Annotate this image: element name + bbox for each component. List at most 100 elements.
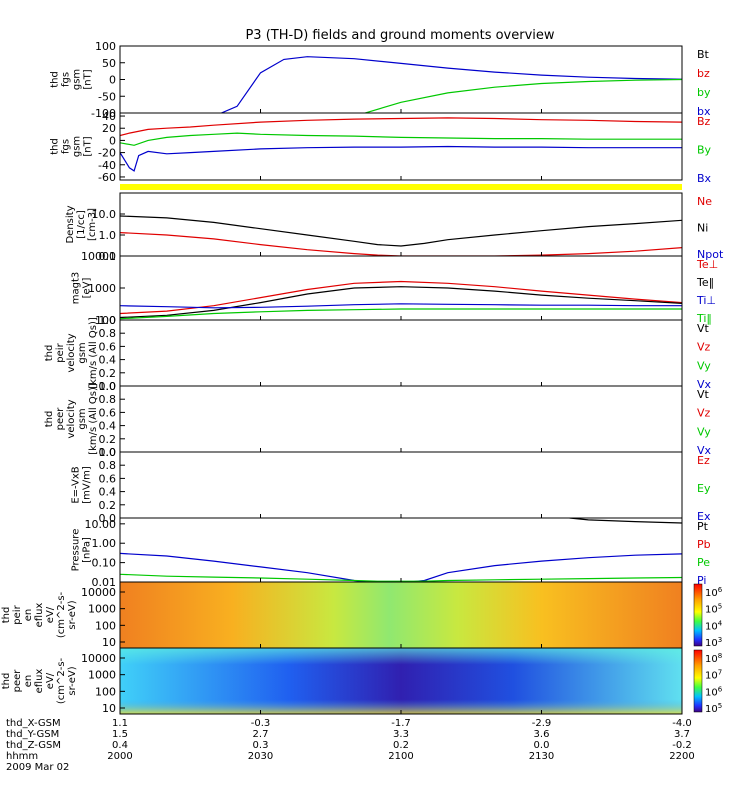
y-axis-label-line: thd (50, 138, 61, 155)
xaxis-row-label: hhmm (6, 751, 38, 762)
colorbar-label: 107 (705, 669, 722, 682)
y-axis-label-line: fgs (61, 139, 72, 154)
y-axis-label-line: E=-VxB (71, 466, 82, 503)
legend-entry: Ex (697, 510, 711, 523)
y-axis-label-line: [1/cc] (76, 210, 87, 239)
ytick-label: 10000 (81, 586, 116, 599)
ytick-label: 50 (102, 57, 116, 70)
ytick-label: -40 (98, 159, 116, 172)
ytick-label: 0.4 (99, 354, 117, 367)
y-axis-label-line: gsm (72, 69, 83, 90)
ytick-label: 0.6 (99, 406, 117, 419)
legend-entry: Ni (697, 222, 708, 235)
spectrogram-fill (120, 582, 682, 648)
xaxis-row-value: 1.5 (112, 729, 128, 740)
ytick-label: 0.8 (99, 459, 117, 472)
legend-entry: Vx (697, 444, 712, 457)
y-axis-label-line: [km/s (All Qs)] (88, 383, 99, 455)
y-axis-label-line: peir (55, 342, 66, 362)
legend-entry: By (697, 144, 712, 157)
y-axis-label-line: eV/ (45, 672, 56, 689)
ytick-label: 100 (95, 314, 116, 327)
xaxis-row-label: thd_Z-GSM (6, 740, 61, 751)
y-axis-label-line: thd (50, 71, 61, 88)
y-axis-label-line: eflux (34, 669, 45, 694)
ytick-label: 0.2 (99, 367, 117, 380)
xaxis-row-value: 1.1 (112, 718, 128, 729)
y-axis-label-line: (cm^2-s- (56, 591, 67, 638)
y-axis-label-line: [km/s (All Qs)] (88, 317, 99, 389)
y-axis-label-line: velocity (66, 333, 77, 372)
legend-entry: Vz (697, 341, 711, 354)
panel-frame (119, 517, 683, 583)
xaxis-row-value: 2100 (388, 751, 413, 762)
ytick-label: 1.0 (99, 446, 117, 459)
ytick-label: 1000 (88, 603, 116, 616)
ytick-label: 10.0 (92, 208, 117, 221)
ytick-label: 0.4 (99, 420, 117, 433)
y-axis-label-line: en (23, 609, 34, 622)
y-axis-label-line: [nT] (83, 69, 94, 89)
legend-entry: Ez (697, 454, 710, 467)
y-axis-label-line: eV/ (45, 606, 56, 623)
ytick-label: 40 (102, 110, 116, 123)
ytick-label: 0.6 (99, 340, 117, 353)
xaxis-row-value: -1.7 (391, 718, 411, 729)
y-axis-label-line: fgs (61, 72, 72, 87)
ytick-label: 0 (109, 134, 116, 147)
ytick-label: 0.8 (99, 393, 117, 406)
xaxis-row-value: -0.2 (672, 740, 692, 751)
colorbar-label: 105 (705, 603, 722, 616)
ytick-label: 10000 (81, 250, 116, 263)
y-axis-label-line: en (23, 675, 34, 688)
y-axis-label-line: peer (12, 669, 23, 693)
ytick-label: 0.2 (99, 499, 117, 512)
y-axis-label: thd peer velocity gsm [km/s (All Qs)] (44, 383, 99, 455)
ytick-label: 0.4 (99, 486, 117, 499)
y-axis-label-line: velocity (66, 399, 77, 438)
y-axis-label-line: Density (65, 205, 76, 243)
xaxis-date: 2009 Mar 02 (6, 762, 69, 773)
colorbar (693, 649, 703, 713)
panel-frame (119, 255, 683, 321)
y-axis-label-line: thd (44, 345, 55, 362)
xaxis-row-value: 3.6 (534, 729, 550, 740)
legend-entry: bx (697, 105, 711, 118)
y-axis-label-line: gsm (72, 136, 83, 157)
spectrogram-overlay (120, 648, 682, 714)
ytick-label: 100 (95, 40, 116, 53)
y-axis-label-line: [nPa] (82, 537, 93, 563)
ytick-label: 1.0 (99, 314, 117, 327)
colorbar-label: 104 (705, 619, 723, 632)
ytick-label: 0.01 (92, 576, 117, 589)
y-axis-label: thd peir velocity gsm [km/s (All Qs)] (44, 317, 99, 389)
series-line-green (120, 132, 682, 146)
ytick-label: 1000 (88, 282, 116, 295)
y-axis-label: Density [1/cc] [cm-3] (65, 205, 98, 243)
legend-entry: Npot (697, 248, 724, 261)
ytick-label: 100 (95, 685, 116, 698)
xaxis-row-value: 2000 (107, 751, 132, 762)
xaxis-row-value: -2.9 (532, 718, 552, 729)
legend-entry: Te‖ (696, 276, 714, 289)
xaxis-row-value: -4.0 (672, 718, 692, 729)
ytick-label: 0.6 (99, 472, 117, 485)
y-axis-label-line: Pressure (71, 529, 82, 572)
series-line-black (120, 215, 682, 247)
y-axis-label: E=-VxB [mV/m] (71, 466, 93, 504)
series-line-blue (120, 303, 682, 309)
legend-entry: Pt (697, 520, 709, 533)
ytick-label: 1.00 (92, 537, 117, 550)
legend-entry: Ey (697, 482, 711, 495)
series-line-black (569, 518, 682, 524)
y-axis-label-line: thd (44, 411, 55, 428)
y-axis-label-line: sr-eV) (67, 600, 78, 629)
colorbar (693, 583, 703, 647)
panel-frame (119, 45, 683, 114)
ytick-label: 0.10 (92, 557, 117, 570)
colorbar-label: 105 (705, 702, 722, 715)
legend-entry: Bt (697, 48, 710, 61)
ytick-label: 1000 (88, 669, 116, 682)
xaxis-row-value: 2030 (248, 751, 273, 762)
